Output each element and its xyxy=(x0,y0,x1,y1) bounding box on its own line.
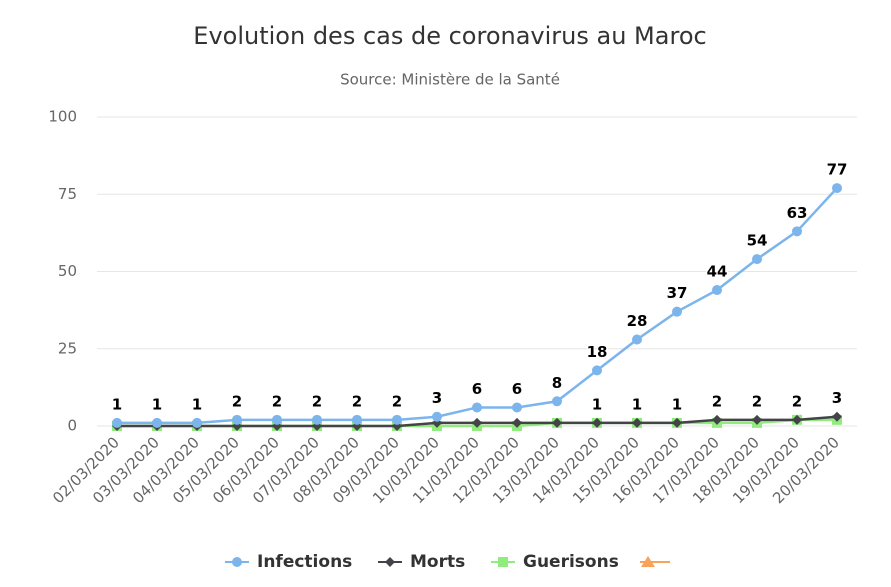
y-tick-label: 75 xyxy=(58,185,77,203)
legend-label: Morts xyxy=(410,552,465,572)
data-label: 2 xyxy=(712,392,722,410)
data-label: 6 xyxy=(512,380,522,398)
point xyxy=(232,557,242,567)
data-label: 44 xyxy=(707,263,728,281)
point xyxy=(752,414,762,425)
legend-label: Infections xyxy=(257,552,352,572)
data-label: 1 xyxy=(592,395,602,413)
data-label: 1 xyxy=(112,395,122,413)
point xyxy=(192,417,202,428)
y-tick-label: 0 xyxy=(67,417,77,435)
y-tick-label: 50 xyxy=(58,262,77,280)
data-label: 77 xyxy=(827,161,848,179)
point xyxy=(592,365,602,376)
point xyxy=(752,254,762,265)
point xyxy=(432,411,442,422)
point xyxy=(472,402,482,413)
data-label: 2 xyxy=(392,392,402,410)
data-label: 2 xyxy=(752,392,762,410)
point xyxy=(832,411,842,422)
y-tick-label: 25 xyxy=(58,339,77,357)
point xyxy=(552,396,562,407)
data-label: 1 xyxy=(152,395,162,413)
point xyxy=(792,226,802,237)
point xyxy=(352,414,362,425)
point xyxy=(385,557,395,567)
chart-title: Evolution des cas de coronavirus au Maro… xyxy=(193,22,706,50)
data-label: 3 xyxy=(832,389,842,407)
point xyxy=(672,417,682,428)
y-tick-label: 100 xyxy=(48,108,77,126)
data-label: 2 xyxy=(792,392,802,410)
chart-subtitle: Source: Ministère de la Santé xyxy=(340,71,560,89)
data-label: 1 xyxy=(632,395,642,413)
point xyxy=(592,417,602,428)
data-label: 18 xyxy=(587,343,608,361)
point xyxy=(712,414,722,425)
data-label: 1 xyxy=(192,395,202,413)
data-label: 1 xyxy=(672,395,682,413)
data-label: 54 xyxy=(747,232,768,250)
point xyxy=(672,306,682,317)
point xyxy=(392,414,402,425)
point xyxy=(272,414,282,425)
data-label: 2 xyxy=(312,392,322,410)
data-label: 3 xyxy=(432,389,442,407)
data-label: 63 xyxy=(787,204,808,222)
data-label: 8 xyxy=(552,374,562,392)
data-label: 2 xyxy=(352,392,362,410)
data-label: 2 xyxy=(232,392,242,410)
point xyxy=(792,414,802,425)
data-label: 37 xyxy=(667,284,688,302)
point xyxy=(232,414,242,425)
point xyxy=(112,417,122,428)
data-label: 28 xyxy=(627,312,648,330)
data-label: 6 xyxy=(472,380,482,398)
point xyxy=(632,334,642,345)
point xyxy=(712,285,722,296)
point xyxy=(832,183,842,194)
legend-label: Guerisons xyxy=(523,552,619,572)
point xyxy=(472,417,482,428)
point xyxy=(498,557,508,567)
point xyxy=(552,417,562,428)
point xyxy=(632,417,642,428)
point xyxy=(312,414,322,425)
data-label: 2 xyxy=(272,392,282,410)
point xyxy=(152,417,162,428)
point xyxy=(512,417,522,428)
point xyxy=(512,402,522,413)
